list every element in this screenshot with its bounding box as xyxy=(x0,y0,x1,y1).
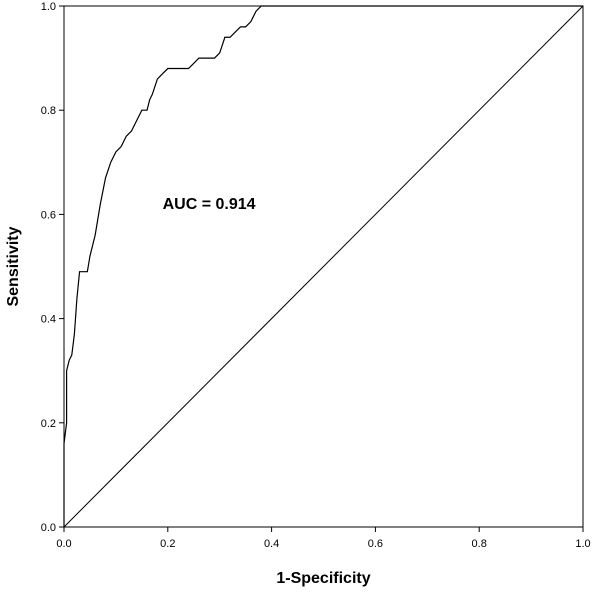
y-tick-label: 0.4 xyxy=(41,314,56,326)
y-axis-title: Sensitivity xyxy=(5,226,22,306)
auc-annotation: AUC = 0.914 xyxy=(163,196,256,213)
y-tick-label: 0.8 xyxy=(41,105,56,117)
x-axis-title: 1-Specificity xyxy=(276,570,370,587)
x-tick-label: 0.6 xyxy=(368,538,383,550)
y-tick-label: 1.0 xyxy=(41,1,56,13)
x-tick-label: 0.8 xyxy=(472,538,487,550)
y-tick-label: 0.0 xyxy=(41,522,56,534)
x-tick-label: 1.0 xyxy=(575,538,590,550)
y-axis-ticks: 0.0 0.2 0.4 0.6 0.8 1.0 xyxy=(41,1,64,534)
y-tick-label: 0.2 xyxy=(41,418,56,430)
x-axis-ticks: 0.0 0.2 0.4 0.6 0.8 1.0 xyxy=(56,527,591,550)
x-tick-label: 0.4 xyxy=(264,538,279,550)
reference-line xyxy=(63,5,584,528)
x-tick-label: 0.2 xyxy=(160,538,175,550)
roc-curve xyxy=(63,5,583,527)
y-tick-label: 0.6 xyxy=(41,209,56,221)
x-tick-label: 0.0 xyxy=(56,538,71,550)
